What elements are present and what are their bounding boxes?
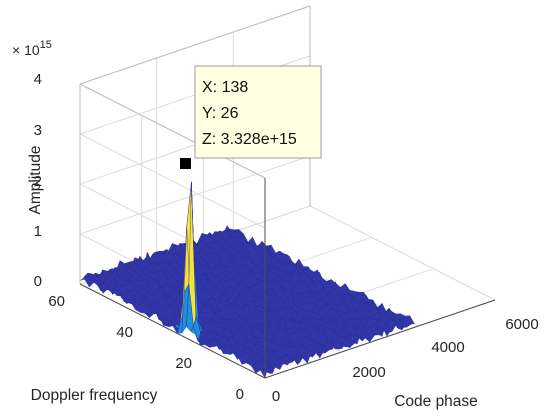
x-tick-0: 0 (272, 388, 280, 405)
peak-marker[interactable] (180, 158, 191, 169)
grid-line-floor-x (309, 205, 496, 301)
y-tick-20: 20 (175, 355, 192, 372)
box-edge (79, 5, 311, 85)
datatip-y: Y: 26 (202, 105, 239, 122)
y-tick-60: 60 (48, 293, 65, 310)
z-axis-title: Amplitude (27, 146, 44, 215)
datatip-box (194, 65, 322, 159)
grid-line-left-z (79, 133, 266, 229)
z-tick-4: 4 (34, 71, 42, 88)
datatip-x: X: 138 (202, 79, 248, 96)
y-axis-title: Doppler frequency (31, 387, 158, 404)
x-tick-4000: 4000 (431, 339, 464, 356)
x-axis-line (264, 299, 496, 379)
grid-line-back-z (79, 155, 311, 235)
y-tick-0: 0 (236, 386, 244, 403)
z-exponent-value: 15 (40, 39, 52, 51)
surface-mesh (79, 181, 415, 379)
surface-patch (407, 315, 415, 325)
box-edge (79, 83, 266, 179)
axes-lines (79, 5, 496, 379)
y-tick-40: 40 (116, 324, 133, 341)
datatip-z: Z: 3.328e+15 (202, 131, 297, 148)
z-tick-2: 2 (34, 173, 42, 190)
z-tick-0: 0 (34, 273, 42, 290)
z-exponent-label: × 1015 (12, 39, 52, 58)
x-tick-2000: 2000 (352, 364, 385, 381)
y-axis-line (79, 283, 266, 379)
x-axis-title: Code phase (394, 393, 478, 410)
z-tick-3: 3 (34, 122, 42, 139)
x-tick-6000: 6000 (505, 316, 538, 333)
datatip[interactable]: X: 138 Y: 26 Z: 3.328e+15 (194, 65, 322, 159)
z-tick-1: 1 (34, 223, 42, 240)
